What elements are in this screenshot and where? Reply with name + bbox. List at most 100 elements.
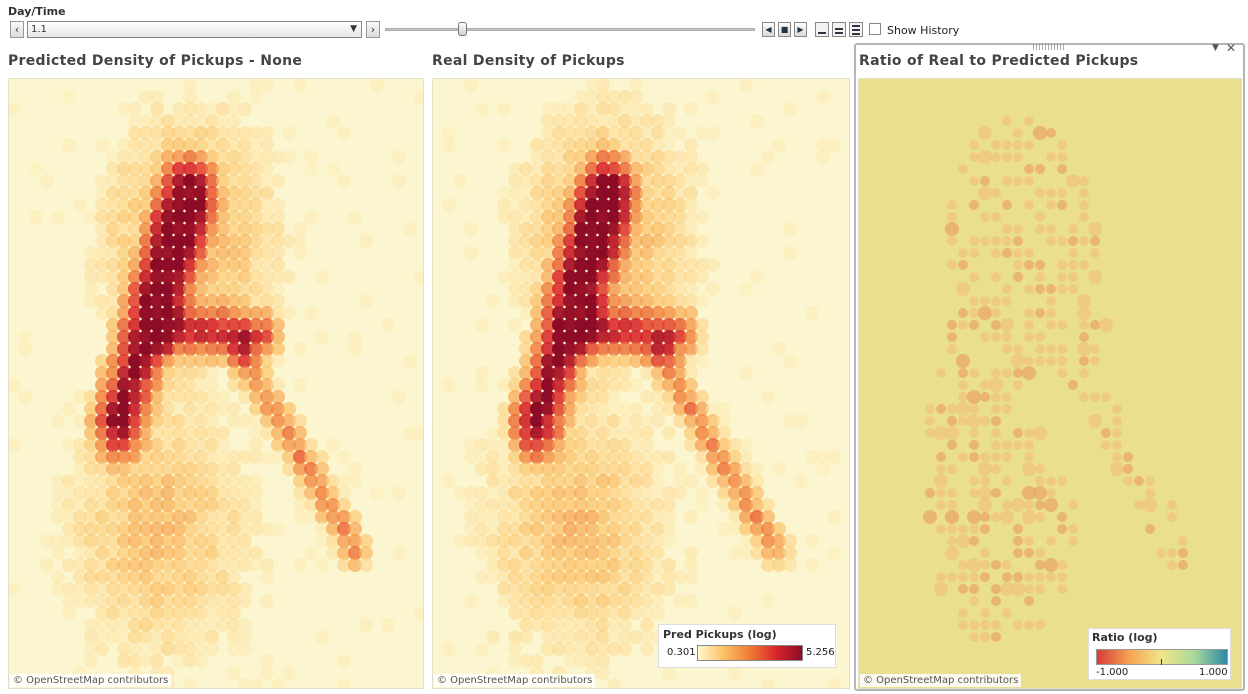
density-cell	[673, 342, 687, 356]
ratio-legend: Ratio (log) -1.000 1.000	[1088, 628, 1231, 680]
density-cell	[282, 450, 296, 464]
ratio-cell	[1046, 188, 1056, 198]
ratio-cell	[980, 380, 990, 390]
density-cell	[530, 654, 544, 668]
density-cell	[574, 618, 588, 632]
density-cell	[150, 150, 164, 164]
density-cell	[497, 270, 511, 284]
density-cell	[607, 450, 621, 464]
density-cell	[640, 438, 654, 452]
ratio-cell	[1057, 512, 1067, 522]
density-cell	[442, 378, 456, 392]
density-cell	[486, 450, 500, 464]
density-cell	[508, 474, 522, 488]
ratio-cell	[1033, 126, 1047, 140]
density-cell	[530, 390, 544, 404]
speed-medium-button[interactable]	[832, 22, 846, 37]
time-slider[interactable]	[385, 28, 755, 31]
map-credit[interactable]: © OpenStreetMap contributors	[860, 674, 1022, 687]
ratio-legend-title: Ratio (log)	[1092, 631, 1158, 644]
density-cell	[150, 210, 164, 224]
map-credit[interactable]: © OpenStreetMap contributors	[434, 674, 596, 687]
time-slider-thumb[interactable]	[458, 22, 467, 36]
density-cell	[596, 390, 610, 404]
ratio-cell	[1002, 332, 1012, 342]
density-cell	[128, 390, 142, 404]
ratio-cell	[1013, 152, 1023, 162]
density-cell	[607, 594, 621, 608]
density-cell	[739, 366, 753, 380]
density-cell	[271, 354, 285, 368]
ratio-cell	[1079, 176, 1089, 186]
step-back-icon: ◀	[765, 25, 772, 34]
density-cell	[783, 222, 797, 236]
density-cell	[563, 162, 577, 176]
density-cell	[607, 138, 621, 152]
day-time-label: Day/Time	[8, 5, 66, 18]
density-cell	[552, 570, 566, 584]
speed-fast-button[interactable]	[849, 22, 863, 37]
density-cell	[684, 438, 698, 452]
density-cell	[271, 246, 285, 260]
predicted-density-map[interactable]	[8, 78, 424, 689]
density-cell	[596, 438, 610, 452]
density-cell	[519, 390, 533, 404]
density-cell	[128, 474, 142, 488]
ratio-cell	[1090, 356, 1100, 366]
density-cell	[574, 438, 588, 452]
density-cell	[84, 414, 98, 428]
density-cell	[128, 534, 142, 548]
density-cell	[172, 498, 186, 512]
density-cell	[249, 558, 263, 572]
density-cell	[205, 210, 219, 224]
density-cell	[271, 426, 285, 440]
step-back-button[interactable]: ◀	[762, 22, 775, 37]
density-legend-max: 5.256	[806, 647, 835, 658]
density-cell	[227, 186, 241, 200]
panel-menu-icon[interactable]: ▼	[1212, 43, 1219, 53]
density-cell	[183, 150, 197, 164]
density-cell	[574, 138, 588, 152]
density-cell	[205, 462, 219, 476]
density-cell	[596, 642, 610, 656]
density-cell	[464, 438, 478, 452]
density-cell	[673, 126, 687, 140]
play-button[interactable]: ▶	[794, 22, 807, 37]
ratio-cell	[969, 296, 979, 306]
prev-button[interactable]: ‹	[10, 21, 24, 38]
ratio-map[interactable]	[858, 78, 1242, 689]
drag-handle-icon[interactable]	[1033, 44, 1065, 50]
density-cell	[205, 642, 219, 656]
density-cell	[640, 246, 654, 260]
density-cell	[596, 318, 610, 332]
ratio-cell	[947, 236, 957, 246]
density-cell	[728, 546, 742, 560]
density-cell	[574, 318, 588, 332]
real-density-map[interactable]	[432, 78, 850, 689]
ratio-cell	[991, 272, 1001, 282]
density-cell	[172, 306, 186, 320]
density-cell	[216, 330, 230, 344]
density-cell	[629, 378, 643, 392]
density-cell	[106, 198, 120, 212]
day-time-select[interactable]: 1.1 ▼	[27, 21, 362, 38]
density-cell	[227, 498, 241, 512]
show-history-checkbox[interactable]	[869, 23, 881, 35]
map-credit[interactable]: © OpenStreetMap contributors	[10, 674, 172, 687]
density-cell	[117, 462, 131, 476]
stop-button[interactable]: ■	[778, 22, 791, 37]
speed-slow-button[interactable]	[815, 22, 829, 37]
next-button[interactable]: ›	[366, 21, 380, 38]
ratio-cell	[969, 632, 979, 642]
density-cell	[552, 426, 566, 440]
density-cell	[194, 234, 208, 248]
density-cell	[293, 462, 307, 476]
density-cell	[194, 294, 208, 308]
density-cell	[607, 186, 621, 200]
density-cell	[695, 126, 709, 140]
close-icon[interactable]: ✕	[1226, 41, 1237, 55]
density-cell	[739, 438, 753, 452]
density-cell	[205, 306, 219, 320]
density-cell	[183, 522, 197, 536]
density-cell	[205, 150, 219, 164]
